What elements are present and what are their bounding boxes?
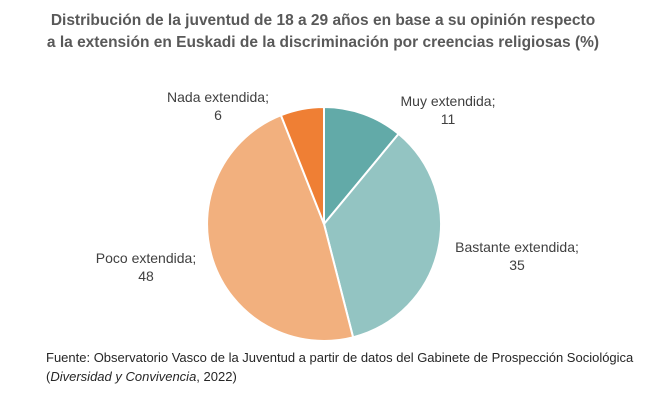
pie-slice-3 [206,113,355,342]
slice-value-2: 35 [509,257,525,273]
source-open-paren: ( [46,369,51,384]
pie-slice-4 [279,105,325,225]
source-note: Fuente: Observatorio Vasco de la Juventu… [46,350,634,365]
pie-slice-2 [322,132,442,339]
source-work-title: Diversidad y Convivencia [50,369,197,384]
slice-label-2: Bastante extendida; [455,239,579,255]
slice-label-3: Poco extendida; [96,250,196,266]
source-note-line2: (Diversidad y Convivencia, 2022) [46,368,237,386]
chart-title-line2: a la extensión en Euskadi de la discrimi… [46,34,600,51]
slice-label-1: Muy extendida; [401,93,496,109]
slice-label-4: Nada extendida; [167,89,269,105]
source-year: , 2022) [196,369,237,384]
pie-slice-1 [323,105,400,227]
slice-value-4: 6 [214,107,222,123]
chart-title: Distribución de la juventud de 18 a 29 a… [50,12,596,29]
slice-value-1: 11 [441,111,456,127]
slice-value-3: 48 [138,268,154,284]
